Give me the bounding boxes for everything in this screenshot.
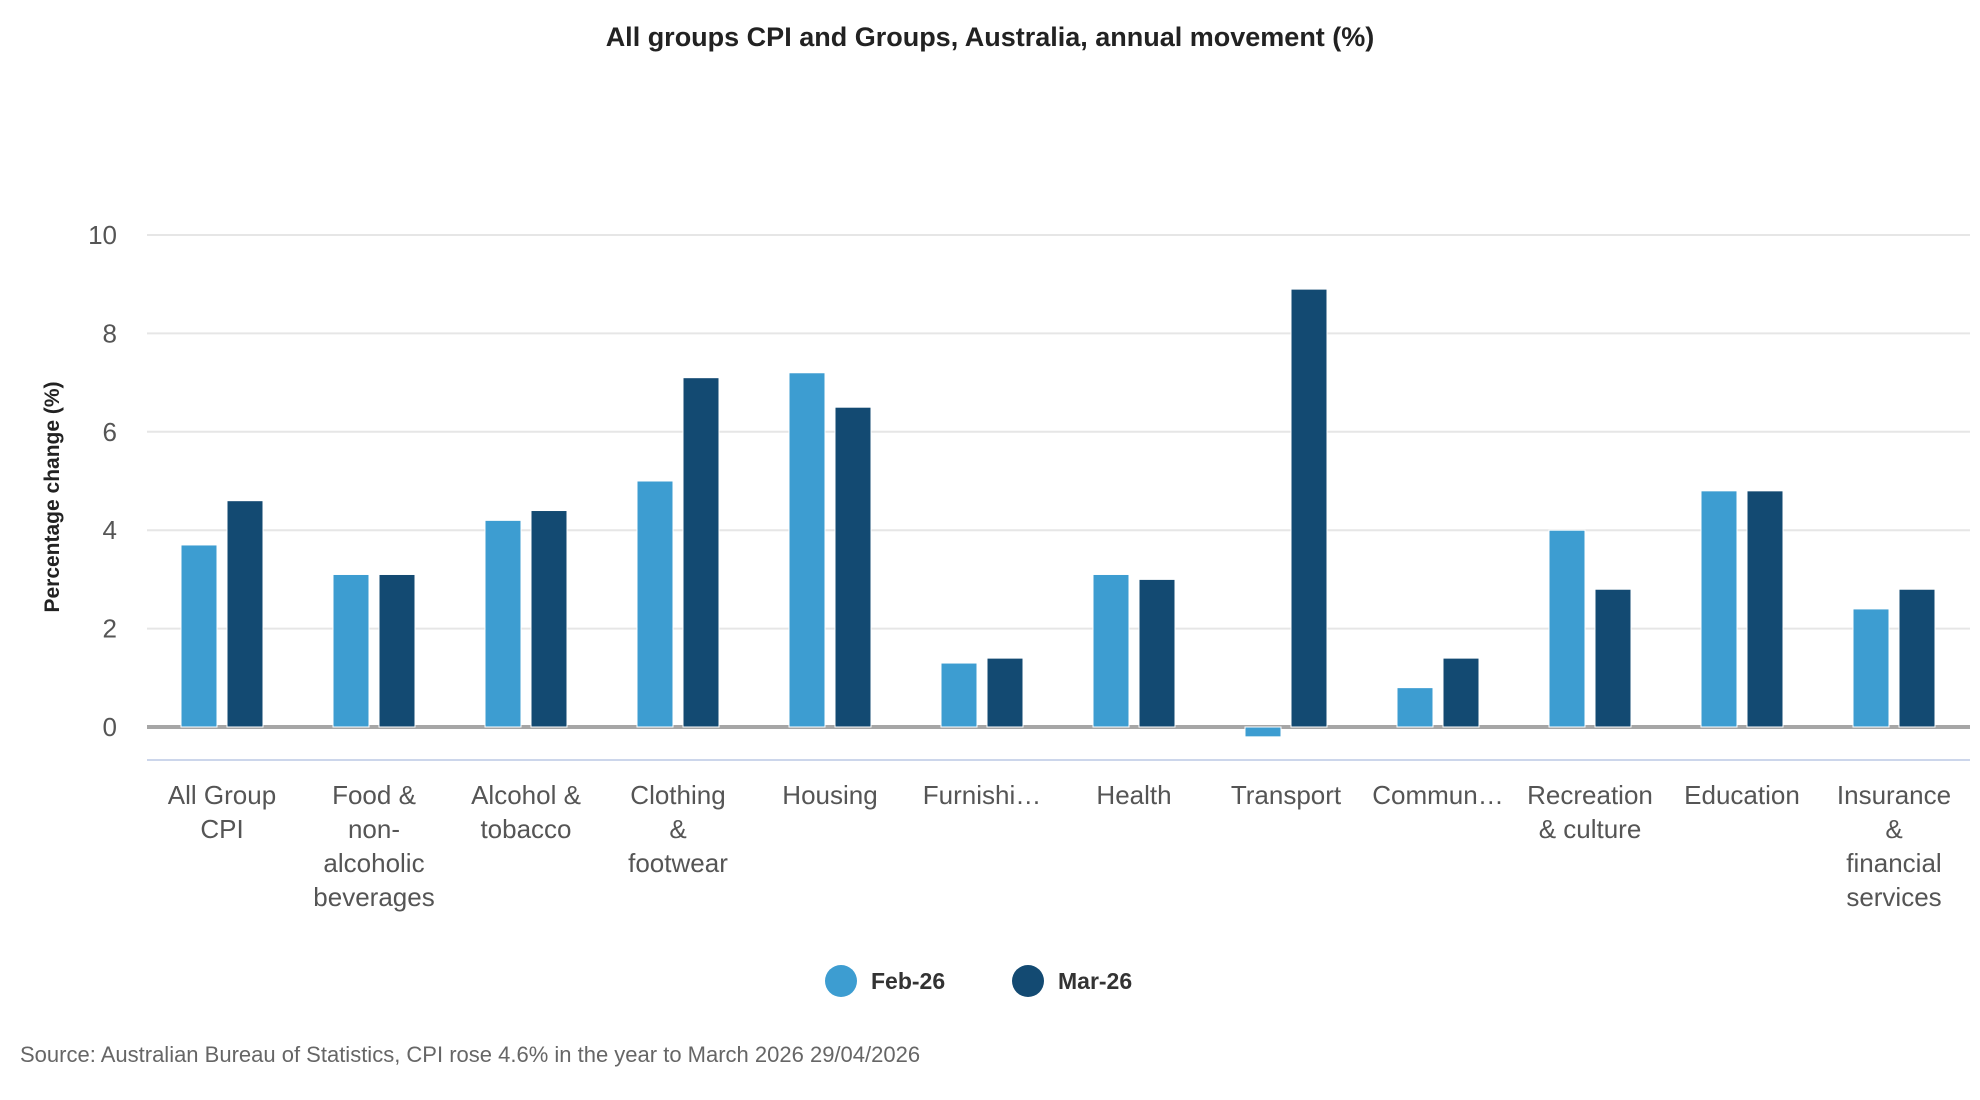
- y-tick-label: 2: [103, 614, 117, 644]
- bar-mar-26[interactable]: [226, 500, 264, 728]
- bar-feb-26[interactable]: [332, 573, 370, 728]
- x-tick-label: Transport: [1230, 780, 1342, 810]
- bar-mar-26[interactable]: [1746, 490, 1784, 728]
- bar-feb-26[interactable]: [1396, 687, 1434, 728]
- bar-feb-26[interactable]: [1700, 490, 1738, 728]
- y-tick-label: 0: [103, 712, 117, 742]
- legend-label: Mar-26: [1058, 967, 1133, 994]
- x-tick-label: Insurance & financial services: [1836, 780, 1952, 912]
- bar-feb-26[interactable]: [1548, 529, 1586, 728]
- legend-item-feb-26[interactable]: Feb-26: [825, 965, 945, 997]
- chart-title: All groups CPI and Groups, Australia, an…: [605, 22, 1375, 52]
- bar-feb-26[interactable]: [788, 372, 826, 728]
- x-tick-label: Alcohol & tobacco: [471, 780, 581, 844]
- y-axis-label: Percentage change (%): [41, 381, 64, 613]
- bar-mar-26[interactable]: [530, 510, 568, 728]
- bar-mar-26[interactable]: [682, 377, 720, 728]
- bar-mar-26[interactable]: [1138, 578, 1176, 728]
- bar-mar-26[interactable]: [834, 406, 872, 728]
- x-tick-label: All Group CPI: [167, 780, 277, 844]
- bar-mar-26[interactable]: [378, 573, 416, 728]
- bar-mar-26[interactable]: [986, 657, 1024, 728]
- bar-mar-26[interactable]: [1594, 588, 1632, 728]
- x-tick-label: Food & non- alcoholic beverages: [313, 780, 435, 912]
- y-tick-label: 6: [103, 417, 117, 447]
- y-tick-label: 10: [88, 220, 117, 250]
- source-note: Source: Australian Bureau of Statistics,…: [20, 1042, 921, 1067]
- bar-feb-26[interactable]: [1852, 608, 1890, 728]
- x-tick-label: Health: [1096, 780, 1172, 810]
- legend-marker: [1012, 965, 1044, 997]
- bar-mar-26[interactable]: [1898, 588, 1936, 728]
- bar-feb-26[interactable]: [1244, 726, 1282, 738]
- x-tick-label: Recreation & culture: [1527, 780, 1653, 844]
- bar-feb-26[interactable]: [940, 662, 978, 728]
- legend-label: Feb-26: [871, 967, 946, 994]
- x-tick-label: Education: [1684, 780, 1800, 810]
- bar-feb-26[interactable]: [1092, 573, 1130, 728]
- legend-marker: [825, 965, 857, 997]
- legend-item-mar-26[interactable]: Mar-26: [1012, 965, 1132, 997]
- bar-feb-26[interactable]: [484, 519, 522, 728]
- bar-feb-26[interactable]: [636, 480, 674, 728]
- bar-mar-26[interactable]: [1290, 288, 1328, 728]
- x-tick-label: Furnishi…: [922, 780, 1042, 810]
- bar-feb-26[interactable]: [180, 544, 218, 728]
- y-tick-label: 8: [103, 318, 117, 348]
- x-tick-label: Commun…: [1372, 780, 1504, 810]
- bar-mar-26[interactable]: [1442, 657, 1480, 728]
- x-tick-label: Clothing & footwear: [628, 780, 728, 878]
- y-tick-label: 4: [103, 515, 117, 545]
- x-tick-label: Housing: [782, 780, 878, 810]
